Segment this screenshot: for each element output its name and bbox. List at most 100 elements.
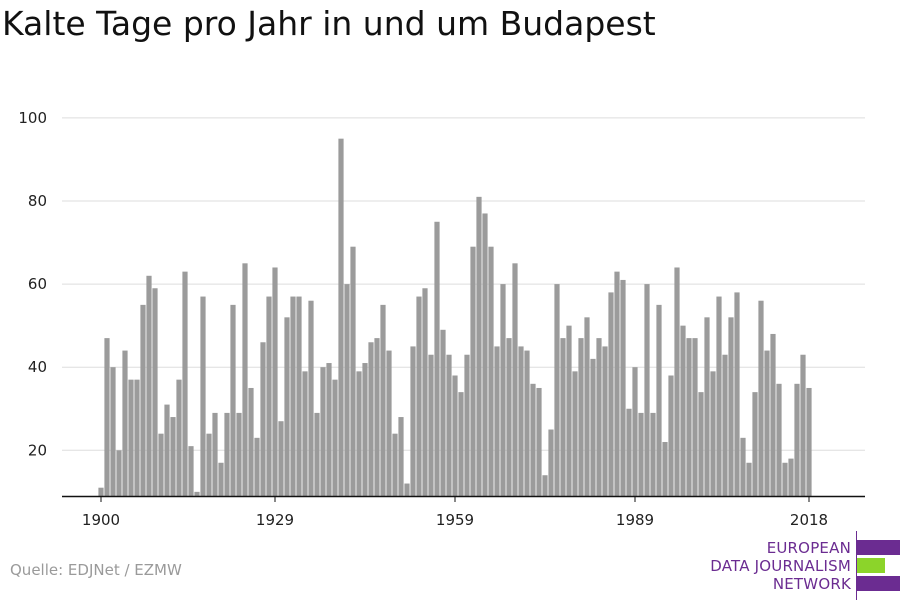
bar-2016 — [794, 383, 800, 496]
bar-1926 — [254, 437, 260, 496]
bar-1962 — [470, 246, 476, 496]
bar-1994 — [662, 441, 668, 496]
bar-1970 — [518, 346, 524, 496]
bar-1979 — [572, 371, 578, 496]
bar-1988 — [626, 408, 632, 496]
y-tick-label-80: 80 — [28, 192, 47, 210]
bar-1998 — [686, 338, 692, 496]
logo-line-network: NETWORK — [772, 575, 851, 593]
bar-1904 — [122, 350, 128, 496]
y-tick-label-40: 40 — [28, 358, 47, 376]
logo-bar-bottom — [857, 576, 900, 591]
bar-1920 — [218, 462, 224, 496]
bar-1900 — [98, 487, 104, 496]
bar-2005 — [728, 317, 734, 496]
bar-1982 — [590, 358, 596, 496]
logo-divider — [856, 531, 857, 600]
bar-1989 — [632, 367, 638, 496]
bar-1984 — [602, 346, 608, 496]
bar-1974 — [542, 475, 548, 496]
y-tick-label-60: 60 — [28, 275, 47, 293]
bar-2004 — [722, 354, 728, 496]
x-axis-ticks: 1900 1929 1959 1989 2018 — [82, 496, 828, 529]
bar-1991 — [644, 284, 650, 496]
bar-1977 — [560, 338, 566, 496]
bar-1949 — [392, 433, 398, 496]
bar-1992 — [650, 412, 656, 496]
bar-2008 — [746, 462, 752, 496]
bar-1933 — [296, 296, 302, 496]
bar-1915 — [188, 446, 194, 496]
bar-chart: 20 40 60 80 100 1900 1929 1959 1989 2018 — [18, 109, 865, 529]
y-tick-label-20: 20 — [28, 441, 47, 459]
bar-1925 — [248, 387, 254, 496]
bar-2002 — [710, 371, 716, 496]
bar-1945 — [368, 342, 374, 496]
bar-1952 — [410, 346, 416, 496]
bar-1910 — [158, 433, 164, 496]
bar-1993 — [656, 304, 662, 496]
bar-1975 — [548, 429, 554, 496]
bar-1930 — [278, 421, 284, 496]
bar-2009 — [752, 392, 758, 497]
x-tick-label-1959: 1959 — [436, 511, 474, 529]
bar-1931 — [284, 317, 290, 496]
bar-1924 — [242, 263, 248, 496]
bar-1944 — [362, 363, 368, 496]
bar-2017 — [800, 354, 806, 496]
bar-1957 — [440, 329, 446, 496]
bar-1940 — [338, 138, 344, 497]
bar-2006 — [734, 292, 740, 496]
bar-1916 — [194, 491, 200, 496]
bar-1990 — [638, 412, 644, 496]
bar-1919 — [212, 412, 218, 496]
bar-1956 — [434, 221, 440, 496]
bar-2011 — [764, 350, 770, 496]
bar-2012 — [770, 333, 776, 496]
bar-1911 — [164, 404, 170, 496]
bar-2007 — [740, 437, 746, 496]
bar-1928 — [266, 296, 272, 496]
bar-1936 — [314, 412, 320, 496]
bar-1948 — [386, 350, 392, 496]
bar-2001 — [704, 317, 710, 496]
bar-1951 — [404, 483, 410, 496]
edjnet-logo: EUROPEAN DATA JOURNALISM NETWORK — [700, 531, 900, 600]
bar-1912 — [170, 417, 176, 496]
bar-1958 — [446, 354, 452, 496]
bar-1980 — [578, 338, 584, 496]
bar-1953 — [416, 296, 422, 496]
chart-title: Kalte Tage pro Jahr in und um Budapest — [2, 4, 656, 43]
bar-1999 — [692, 338, 698, 496]
source-note: Quelle: EDJNet / EZMW — [10, 561, 182, 579]
bar-1903 — [116, 450, 122, 496]
bar-1985 — [608, 292, 614, 496]
bar-1929 — [272, 267, 278, 496]
bar-1997 — [680, 325, 686, 496]
bar-2014 — [782, 462, 788, 496]
bar-1923 — [236, 412, 242, 496]
bar-1934 — [302, 371, 308, 496]
bar-1995 — [668, 375, 674, 496]
bar-1968 — [506, 338, 512, 496]
bars — [98, 138, 812, 497]
bar-1981 — [584, 317, 590, 496]
bar-2015 — [788, 458, 794, 496]
bar-1932 — [290, 296, 296, 496]
bar-1939 — [332, 379, 338, 496]
y-axis-tick-labels: 20 40 60 80 100 — [18, 109, 47, 459]
bar-1901 — [104, 338, 110, 496]
bar-1976 — [554, 284, 560, 496]
bar-1905 — [128, 379, 134, 496]
bar-1965 — [488, 246, 494, 496]
bar-1959 — [452, 375, 458, 496]
bar-1987 — [620, 279, 626, 496]
bar-2018 — [806, 387, 812, 496]
bar-1964 — [482, 213, 488, 496]
bar-2000 — [698, 392, 704, 497]
bar-1906 — [134, 379, 140, 496]
bar-1954 — [422, 288, 428, 496]
bar-1971 — [524, 350, 530, 496]
logo-bar-middle — [857, 558, 885, 573]
bar-1938 — [326, 363, 332, 496]
